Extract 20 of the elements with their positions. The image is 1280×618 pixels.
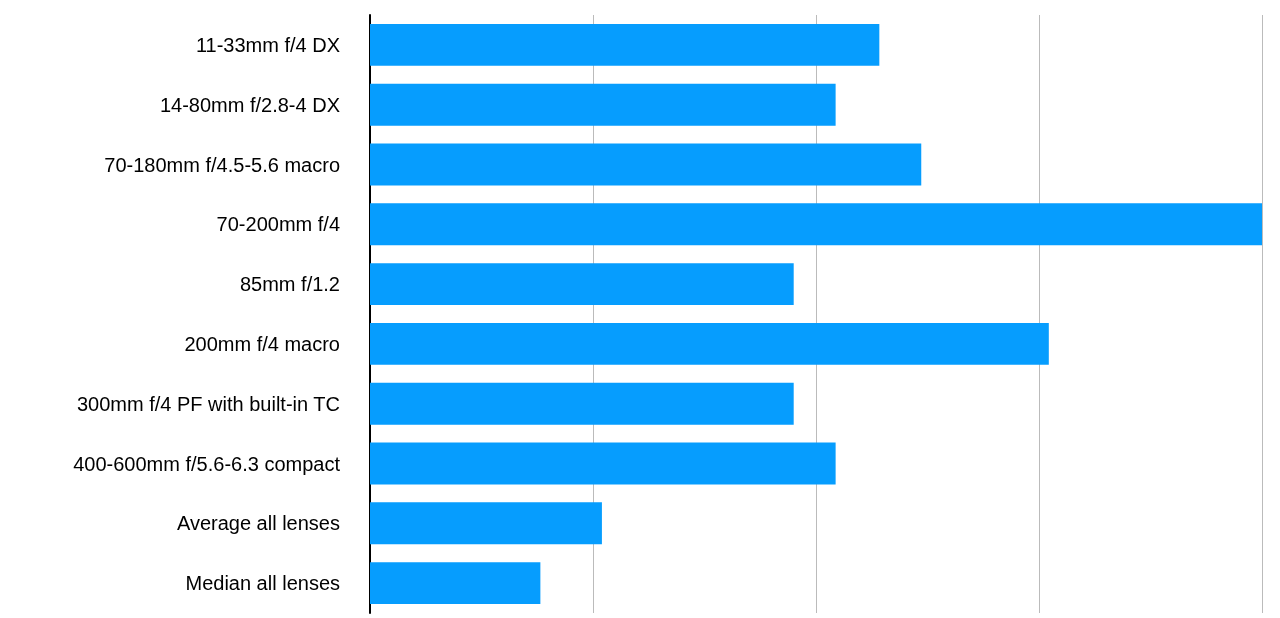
y-tick-label: Average all lenses <box>176 512 340 535</box>
y-tick-label: 200mm f/4 macro <box>184 332 340 355</box>
y-tick-label: 300mm f/4 PF with built-in TC <box>76 392 340 415</box>
bar <box>370 263 794 306</box>
bar <box>370 502 602 545</box>
bar <box>370 382 794 425</box>
bar <box>370 143 922 186</box>
y-tick-label: Median all lenses <box>185 572 340 595</box>
bar <box>370 83 836 126</box>
y-tick-label: 85mm f/1.2 <box>239 273 340 296</box>
y-tick-label: 14-80mm f/2.8-4 DX <box>159 93 340 116</box>
y-tick-label: 70-200mm f/4 <box>216 213 340 236</box>
y-tick-label: 11-33mm f/4 DX <box>195 33 340 56</box>
bar <box>370 322 1049 365</box>
y-tick-label: 70-180mm f/4.5-5.6 macro <box>104 153 340 176</box>
y-tick-label: 400-600mm f/5.6-6.3 compact <box>73 452 341 475</box>
bar <box>370 203 1262 246</box>
bar <box>370 23 880 66</box>
bar <box>370 562 541 605</box>
bar <box>370 442 836 485</box>
